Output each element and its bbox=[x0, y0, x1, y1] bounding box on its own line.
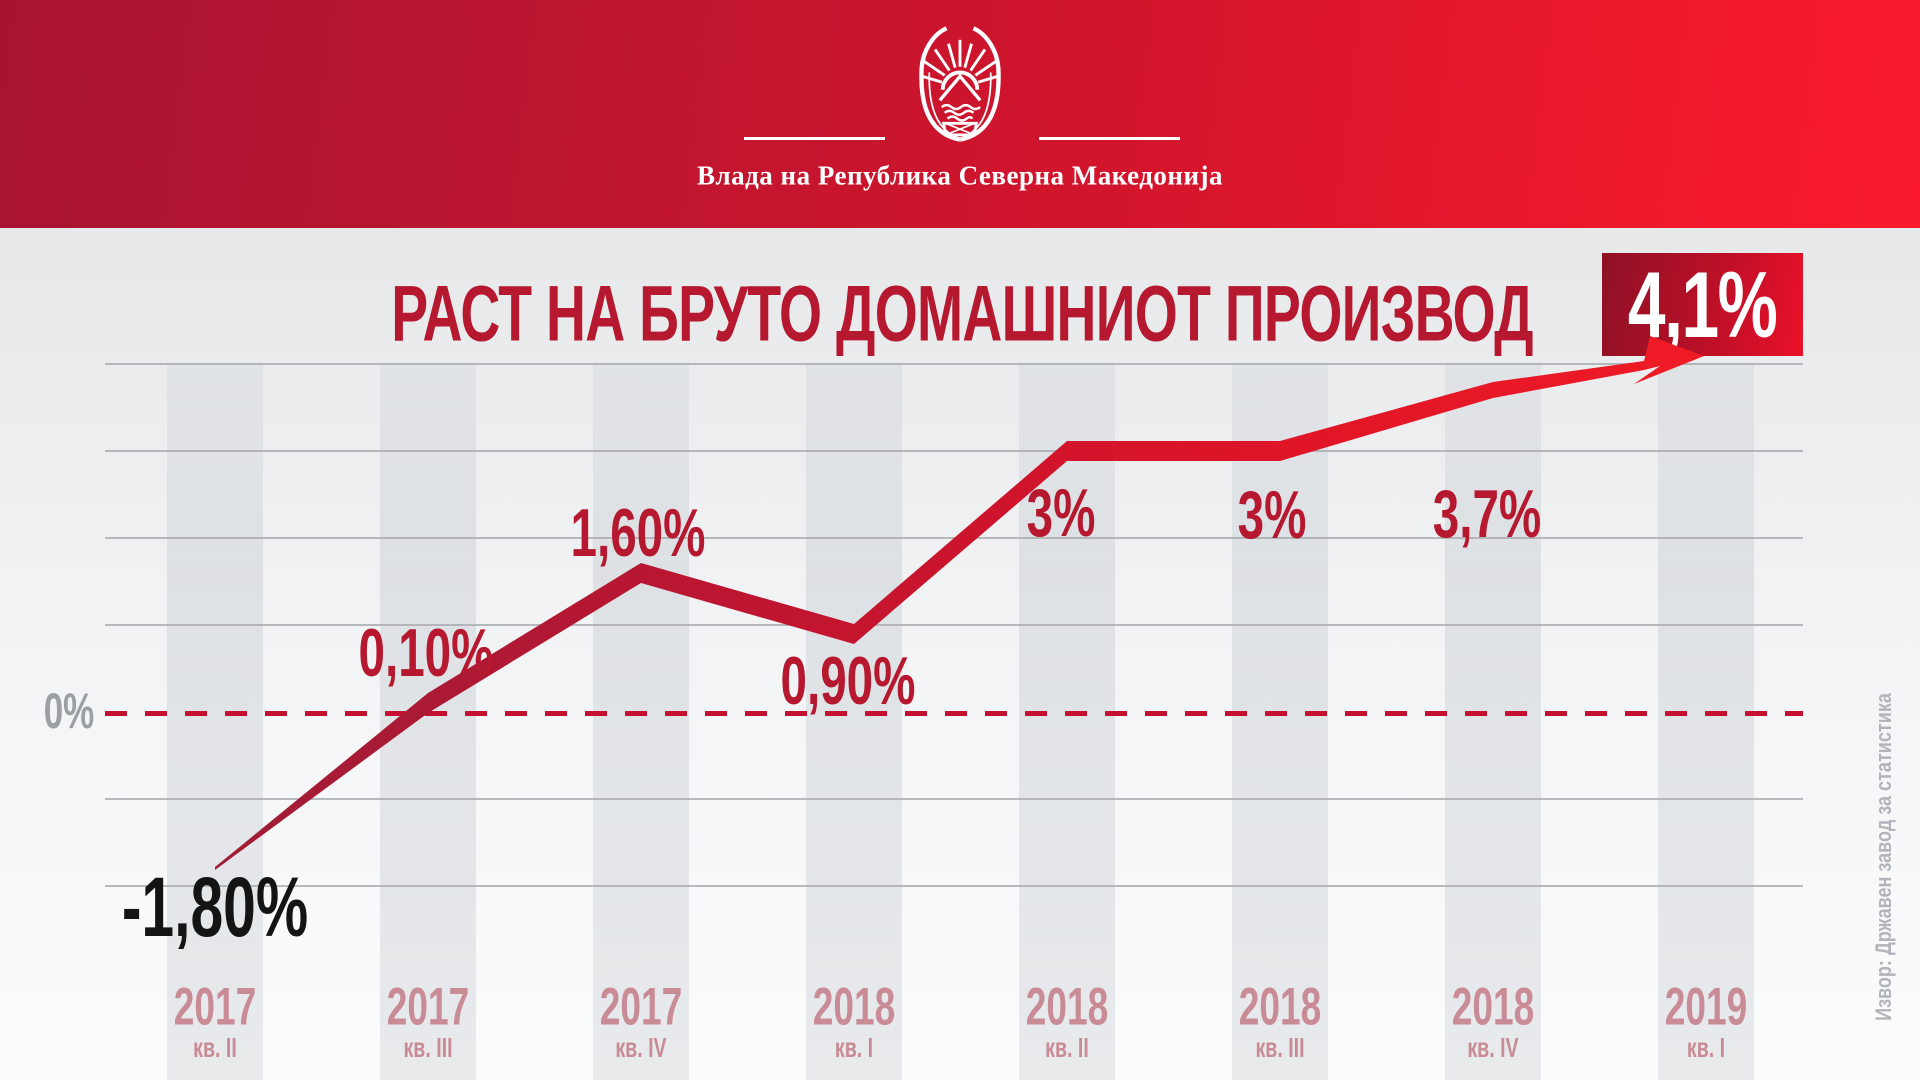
gridline bbox=[105, 798, 1803, 800]
highlight-value: 4,1% bbox=[1628, 251, 1778, 357]
gridline bbox=[105, 363, 1803, 365]
quarter-label-year: 2017 bbox=[173, 977, 257, 1037]
gridline bbox=[105, 885, 1803, 887]
header-banner: Влада на Република Северна Македонија bbox=[0, 0, 1920, 228]
quarter-label-quarter: кв. IV bbox=[1467, 1032, 1519, 1063]
quarter-stripe bbox=[1445, 363, 1541, 1080]
gdp-line-with-arrow bbox=[215, 336, 1704, 870]
quarter-label-quarter: кв. I bbox=[1686, 1032, 1726, 1063]
zero-dashed-line bbox=[105, 711, 1803, 716]
source-note: Извор: Државен завод за статистика bbox=[1871, 693, 1896, 1021]
zero-axis-label: 0% bbox=[43, 683, 95, 739]
quarter-label-year: 2018 bbox=[812, 977, 896, 1037]
value-label: 0,90% bbox=[780, 642, 916, 719]
quarter-label-quarter: кв. III bbox=[403, 1032, 453, 1063]
value-label: 3% bbox=[1026, 475, 1096, 551]
quarter-label-year: 2018 bbox=[1238, 977, 1322, 1037]
coat-of-arms-icon bbox=[919, 26, 1001, 142]
quarter-label-year: 2018 bbox=[1025, 977, 1109, 1037]
value-label: 1,60% bbox=[570, 494, 706, 571]
quarter-label-year: 2017 bbox=[599, 977, 683, 1037]
quarter-stripe bbox=[167, 363, 263, 1080]
chart-title: РАСТ НА БРУТО ДОМАШНИОТ ПРОИЗВОД bbox=[391, 268, 1533, 358]
quarter-label-quarter: кв. II bbox=[193, 1032, 237, 1063]
quarter-stripe bbox=[1232, 363, 1328, 1080]
quarter-label-quarter: кв. II bbox=[1045, 1032, 1089, 1063]
value-label: -1,80% bbox=[121, 859, 309, 954]
header-divider-line-right bbox=[1039, 137, 1180, 140]
quarter-label-quarter: кв. III bbox=[1255, 1032, 1305, 1063]
quarter-stripe bbox=[593, 363, 689, 1080]
quarter-label-year: 2018 bbox=[1451, 977, 1535, 1037]
government-name: Влада на Република Северна Македонија bbox=[696, 160, 1224, 191]
highlight-badge: 4,1% bbox=[1602, 253, 1803, 356]
value-label: 3,7% bbox=[1432, 476, 1542, 553]
value-label: 0,10% bbox=[358, 615, 494, 692]
quarter-label-quarter: кв. I bbox=[834, 1032, 874, 1063]
quarter-label-year: 2019 bbox=[1664, 977, 1748, 1037]
quarter-stripe bbox=[1658, 363, 1754, 1080]
header-divider-line-left bbox=[744, 137, 885, 140]
value-label: 3% bbox=[1237, 477, 1307, 553]
gridline bbox=[105, 537, 1803, 539]
quarter-stripe bbox=[806, 363, 902, 1080]
quarter-label-year: 2017 bbox=[386, 977, 470, 1037]
gridline bbox=[105, 450, 1803, 452]
quarter-label-quarter: кв. IV bbox=[615, 1032, 667, 1063]
gridline bbox=[105, 624, 1803, 626]
